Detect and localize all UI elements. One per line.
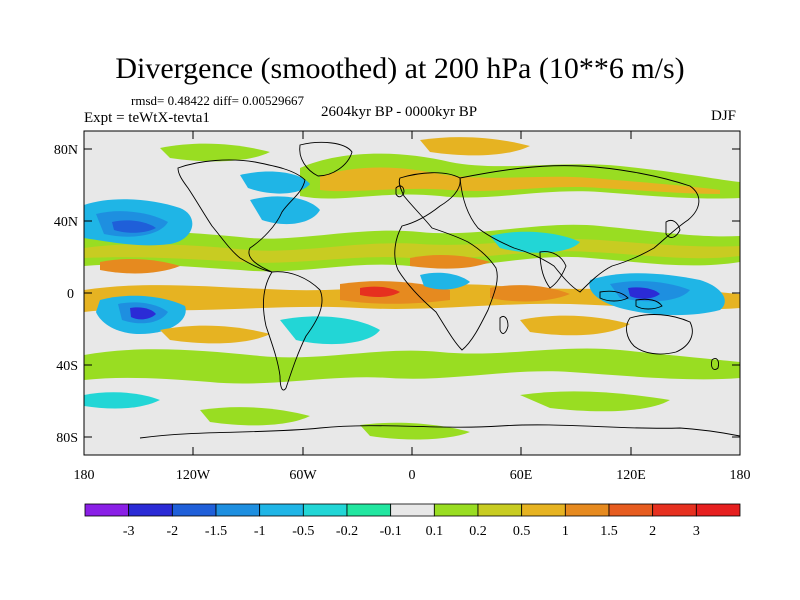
colorbar-label: -0.2 — [336, 524, 358, 539]
divergence-field — [84, 137, 740, 440]
lon-label-60w: 60W — [289, 468, 317, 483]
colorbar-label: -1.5 — [205, 524, 227, 539]
colorbar-labels: -3 -2 -1.5 -1 -0.5 -0.2 -0.1 0.1 0.2 0.5 1 1.5 2 3 — [123, 524, 700, 539]
colorbar-swatch — [84, 503, 130, 517]
colorbar-swatch — [477, 503, 523, 517]
plot-title: Divergence (smoothed) at 200 hPa (10**6 … — [115, 52, 685, 85]
colorbar-swatch — [564, 503, 610, 517]
lat-label-40n: 40N — [54, 215, 78, 230]
colorbar-label: -2 — [166, 524, 178, 539]
colorbar-swatch — [695, 503, 741, 517]
stats-text: rmsd= 0.48422 diff= 0.00529667 — [131, 93, 304, 108]
colorbar-swatch — [128, 503, 173, 517]
colorbar-label: 1.5 — [600, 524, 618, 539]
colorbar-swatch — [390, 503, 435, 517]
colorbar-swatch — [171, 503, 217, 517]
colorbar-label: -3 — [123, 524, 135, 539]
season-label: DJF — [711, 108, 737, 124]
lon-label-60e: 60E — [510, 468, 533, 483]
lon-label-180w: 180 — [74, 468, 95, 483]
lat-label-80s: 80S — [56, 431, 78, 446]
lon-label-120e: 120E — [616, 468, 646, 483]
colorbar — [84, 503, 741, 517]
colorbar-swatch — [652, 503, 697, 517]
lon-label-180e: 180 — [730, 468, 751, 483]
colorbar-label: 0.1 — [426, 524, 444, 539]
experiment-label: Expt = teWtX-tevta1 — [84, 110, 210, 126]
colorbar-label: 0.2 — [469, 524, 487, 539]
colorbar-swatch — [215, 503, 261, 517]
colorbar-swatch — [259, 503, 304, 517]
colorbar-label: 1 — [562, 524, 569, 539]
lat-label-80n: 80N — [54, 143, 78, 158]
lat-label-0: 0 — [67, 287, 74, 302]
colorbar-label: 0.5 — [513, 524, 531, 539]
colorbar-swatch — [346, 503, 392, 517]
colorbar-label: -0.1 — [380, 524, 402, 539]
lon-ticks — [83, 131, 741, 455]
colorbar-label: 2 — [649, 524, 656, 539]
colorbar-swatch — [433, 503, 479, 517]
lat-label-40s: 40S — [56, 359, 78, 374]
colorbar-label: -0.5 — [292, 524, 314, 539]
colorbar-swatch — [302, 503, 348, 517]
lat-ticks — [84, 148, 740, 438]
colorbar-label: 3 — [693, 524, 700, 539]
lon-label-120w: 120W — [176, 468, 211, 483]
period-label: 2604kyr BP - 0000kyr BP — [321, 104, 478, 120]
lon-label-0: 0 — [409, 468, 416, 483]
colorbar-swatch — [521, 503, 566, 517]
colorbar-swatch — [608, 503, 654, 517]
colorbar-label: -1 — [254, 524, 266, 539]
coastlines — [139, 141, 740, 439]
